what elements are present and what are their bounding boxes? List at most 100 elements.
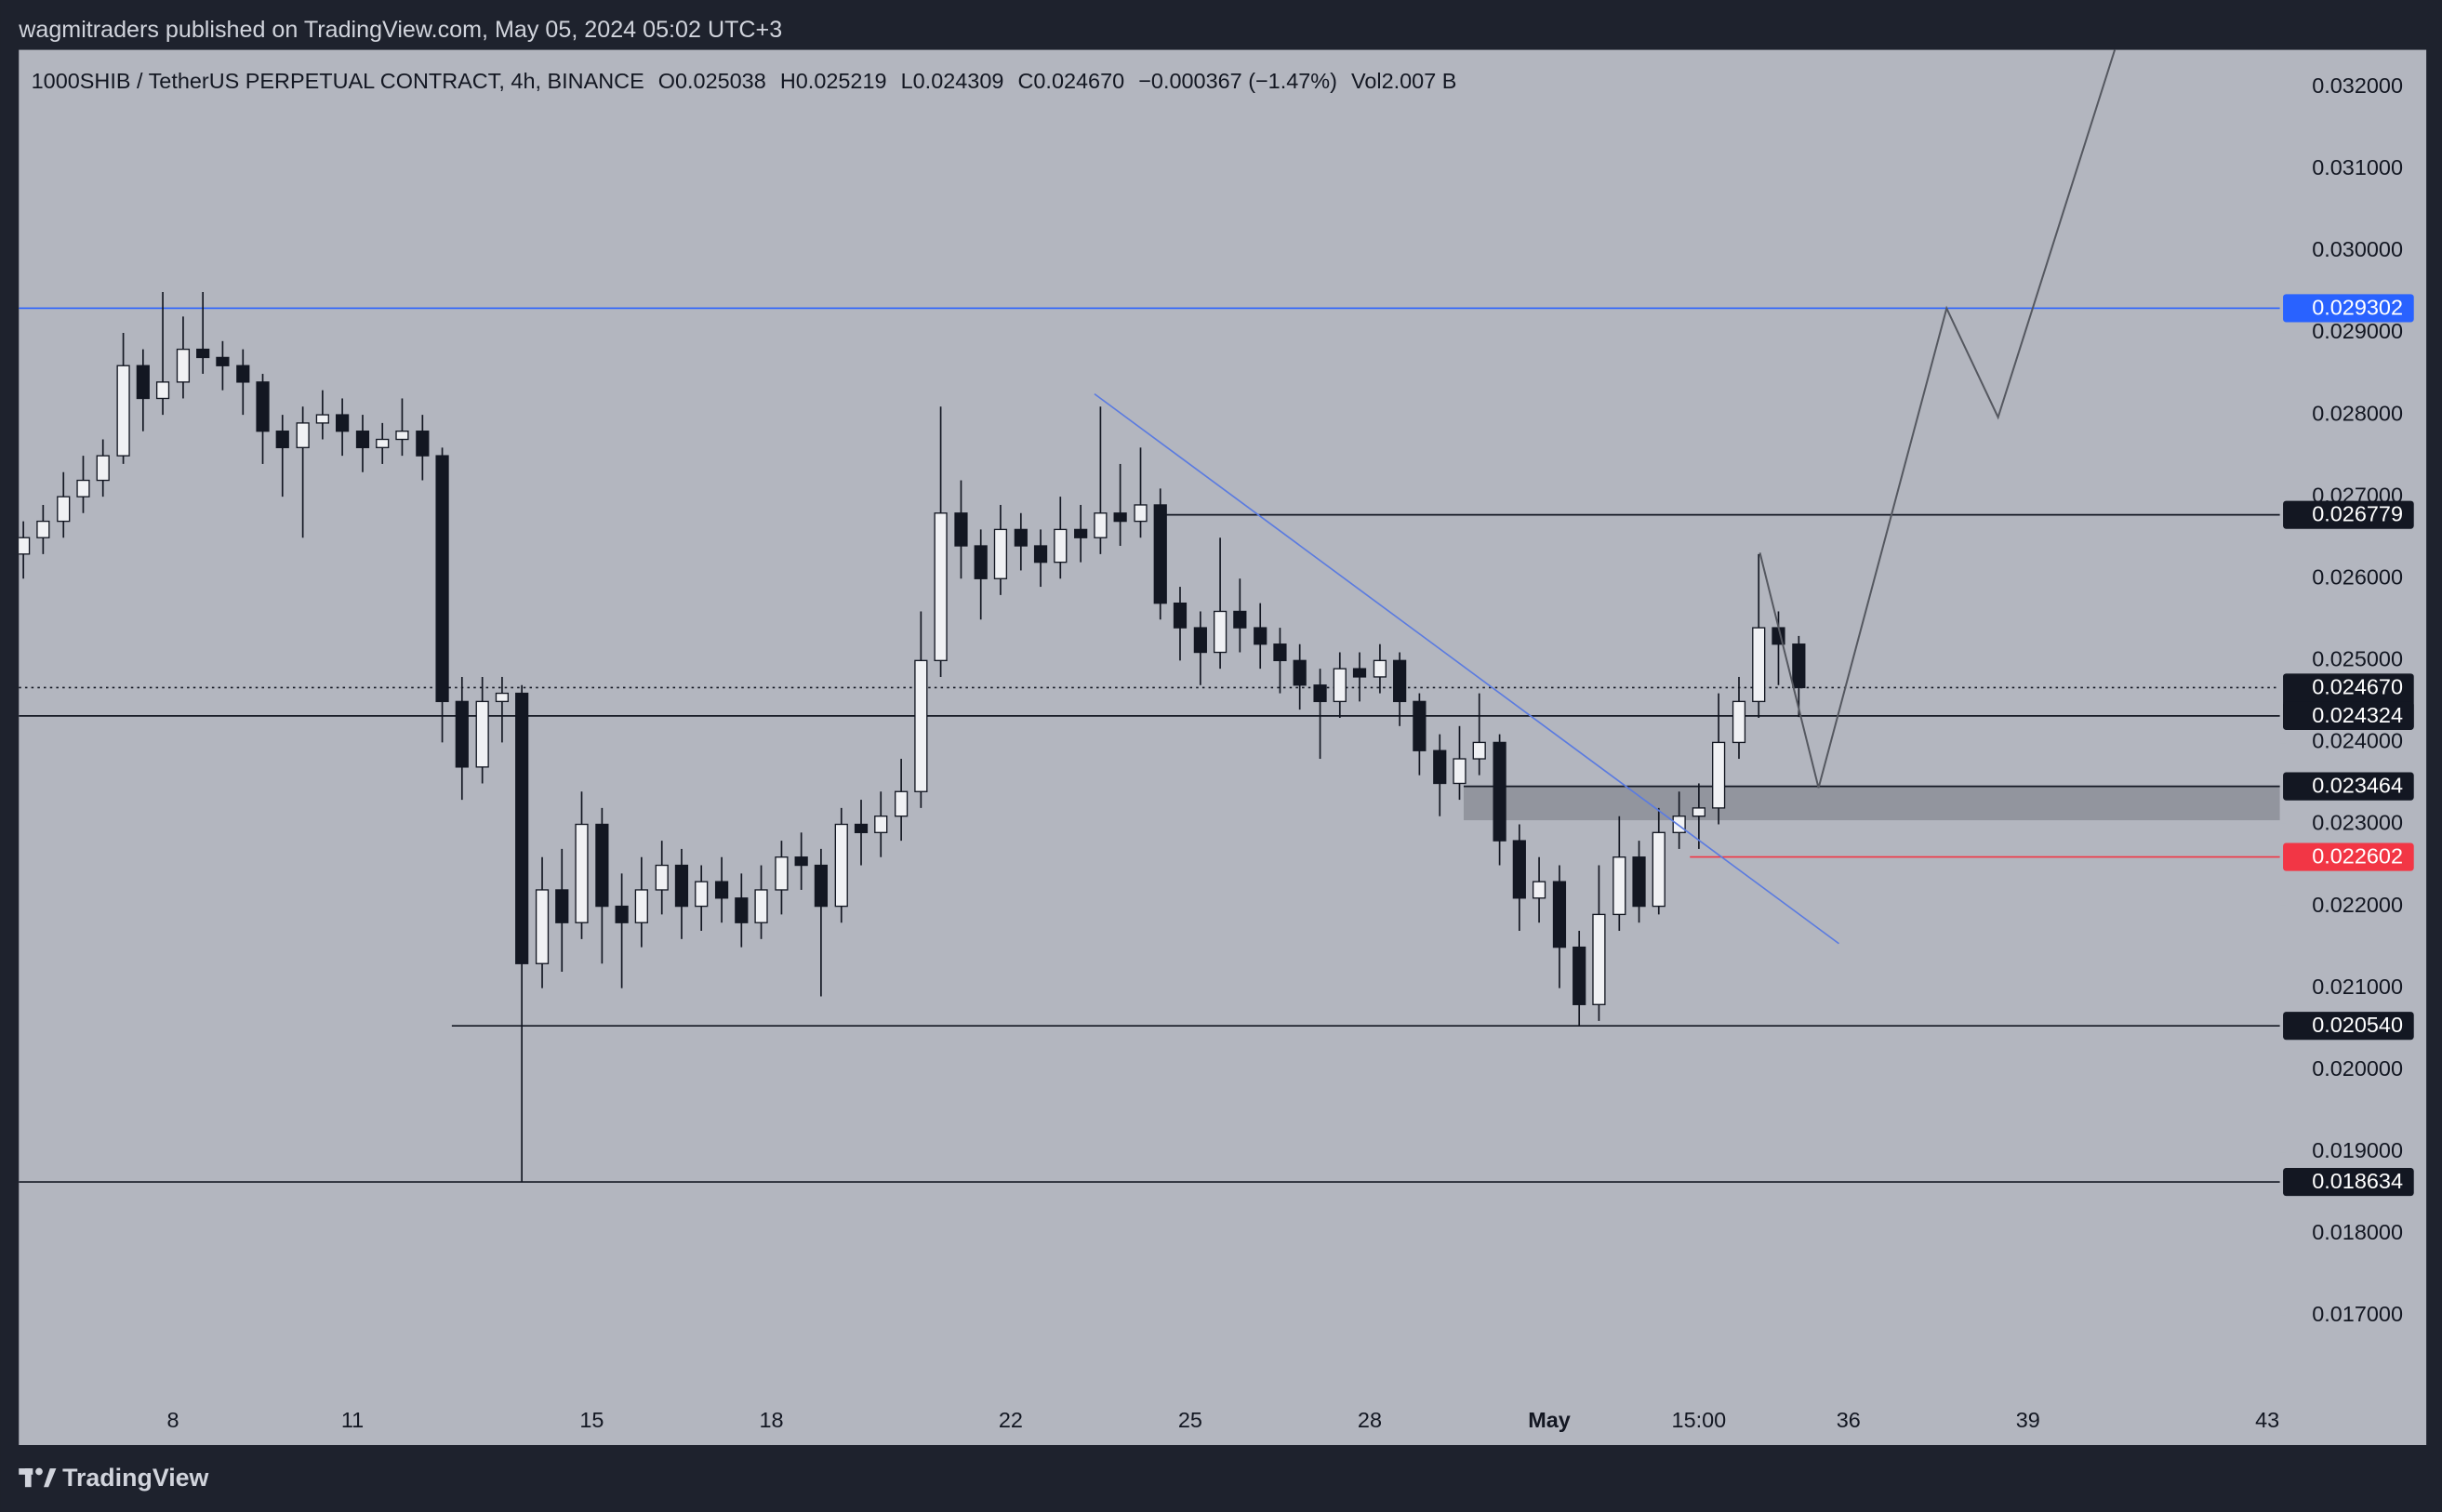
candle-body	[1254, 627, 1267, 645]
candle-body	[1692, 807, 1705, 817]
candle-body	[1293, 659, 1307, 686]
trendline	[1094, 392, 1839, 945]
candle-body	[595, 823, 609, 908]
y-tick-label: 0.028000	[2312, 401, 2403, 425]
candle-body	[1193, 627, 1207, 654]
y-tick-label: 0.030000	[2312, 237, 2403, 261]
candle-body	[1792, 643, 1806, 689]
candle-body	[1632, 856, 1646, 908]
legend-value: −0.000367 (−1.47%)	[1138, 69, 1337, 93]
y-tick-label: 0.019000	[2312, 1138, 2403, 1162]
candle-body	[1113, 512, 1127, 523]
projection-path	[1759, 49, 2117, 789]
price-label: 0.024670	[2312, 674, 2403, 698]
y-tick-label: 0.018000	[2312, 1220, 2403, 1244]
candle-body	[1652, 831, 1666, 908]
candle-body	[1672, 816, 1686, 833]
candle-body	[575, 823, 589, 923]
y-tick-label: 0.022000	[2312, 893, 2403, 917]
candle-body	[1752, 627, 1766, 703]
candle-body	[155, 381, 170, 400]
price-label-box	[2283, 1012, 2414, 1041]
candle-body	[1493, 741, 1506, 842]
candle-body	[1433, 749, 1447, 785]
legend: 1000SHIB / TetherUS PERPETUAL CONTRACT, …	[32, 69, 1457, 93]
zone	[1463, 786, 2280, 821]
y-tick-label: 0.031000	[2312, 155, 2403, 179]
candle-body	[495, 692, 510, 703]
candle-body	[1054, 528, 1068, 564]
candle-body	[1014, 528, 1028, 547]
candle-body	[794, 856, 808, 867]
candle-body	[1552, 881, 1567, 948]
candle-body	[814, 864, 828, 908]
legend-value: Vol2.007 B	[1351, 69, 1456, 93]
price-label: 0.023464	[2312, 774, 2403, 798]
candle-body	[1472, 741, 1486, 760]
candle-body	[1712, 741, 1726, 809]
candle-body	[1313, 684, 1327, 703]
candle-body	[336, 414, 350, 432]
candle-body	[714, 881, 729, 899]
x-tick-label: May	[1528, 1408, 1571, 1432]
price-label-box	[2283, 1167, 2414, 1197]
candle-body	[236, 365, 250, 383]
candle-body	[1134, 504, 1148, 523]
candle-body	[196, 348, 210, 359]
candle-body	[475, 700, 489, 768]
price-label: 0.020540	[2312, 1013, 2403, 1037]
price-label-box	[2283, 842, 2414, 871]
candle-body	[1592, 913, 1606, 1005]
price-label: 0.022602	[2312, 844, 2403, 869]
candle-body	[176, 348, 191, 383]
x-tick-label: 22	[999, 1408, 1023, 1432]
candle-body	[1273, 643, 1287, 662]
y-tick-label: 0.029000	[2312, 319, 2403, 343]
candle-body	[1213, 610, 1228, 654]
y-tick-label: 0.032000	[2312, 73, 2403, 98]
price-label-box	[2283, 772, 2414, 801]
candle-body	[1333, 668, 1347, 703]
legend-value: L0.024309	[901, 69, 1004, 93]
candle-body	[695, 881, 709, 908]
y-tick-label: 0.026000	[2312, 564, 2403, 589]
candle-body	[1074, 528, 1088, 538]
price-label: 0.029302	[2312, 295, 2403, 319]
candle-body	[376, 438, 390, 448]
candle-body	[355, 431, 370, 448]
candle-body	[914, 659, 928, 792]
candle-body	[296, 422, 310, 448]
candle-body	[1352, 668, 1367, 678]
candle-body	[834, 823, 848, 908]
candle-body	[256, 381, 270, 432]
candle-body	[435, 455, 449, 703]
y-tick-label: 0.020000	[2312, 1056, 2403, 1081]
candle-body	[96, 455, 110, 482]
candle-body	[136, 365, 150, 400]
candle-body	[754, 889, 768, 923]
x-tick-label: 43	[2255, 1408, 2279, 1432]
candle-body	[634, 889, 648, 923]
y-tick-label: 0.021000	[2312, 975, 2403, 999]
price-label: 0.024324	[2312, 703, 2403, 727]
candle-body	[1153, 504, 1167, 604]
candle-body	[116, 365, 130, 457]
candle-body	[315, 414, 329, 424]
candle-body	[395, 431, 409, 441]
candle-body	[1613, 856, 1626, 916]
candle-body	[1173, 603, 1188, 629]
candle-body	[655, 864, 669, 891]
candle-body	[275, 431, 289, 448]
y-tick-label: 0.023000	[2312, 811, 2403, 835]
price-label-box	[2283, 500, 2414, 529]
candle-body	[934, 512, 948, 662]
candle-body	[1573, 946, 1586, 1005]
legend-value: H0.025219	[780, 69, 887, 93]
candle-body	[216, 356, 230, 366]
y-tick-label: 0.025000	[2312, 647, 2403, 671]
x-tick-label: 18	[759, 1408, 783, 1432]
footer-brand: TradingView	[62, 1464, 208, 1492]
candle-body	[775, 856, 789, 891]
candle-body	[974, 545, 988, 579]
candle-body	[455, 700, 469, 768]
